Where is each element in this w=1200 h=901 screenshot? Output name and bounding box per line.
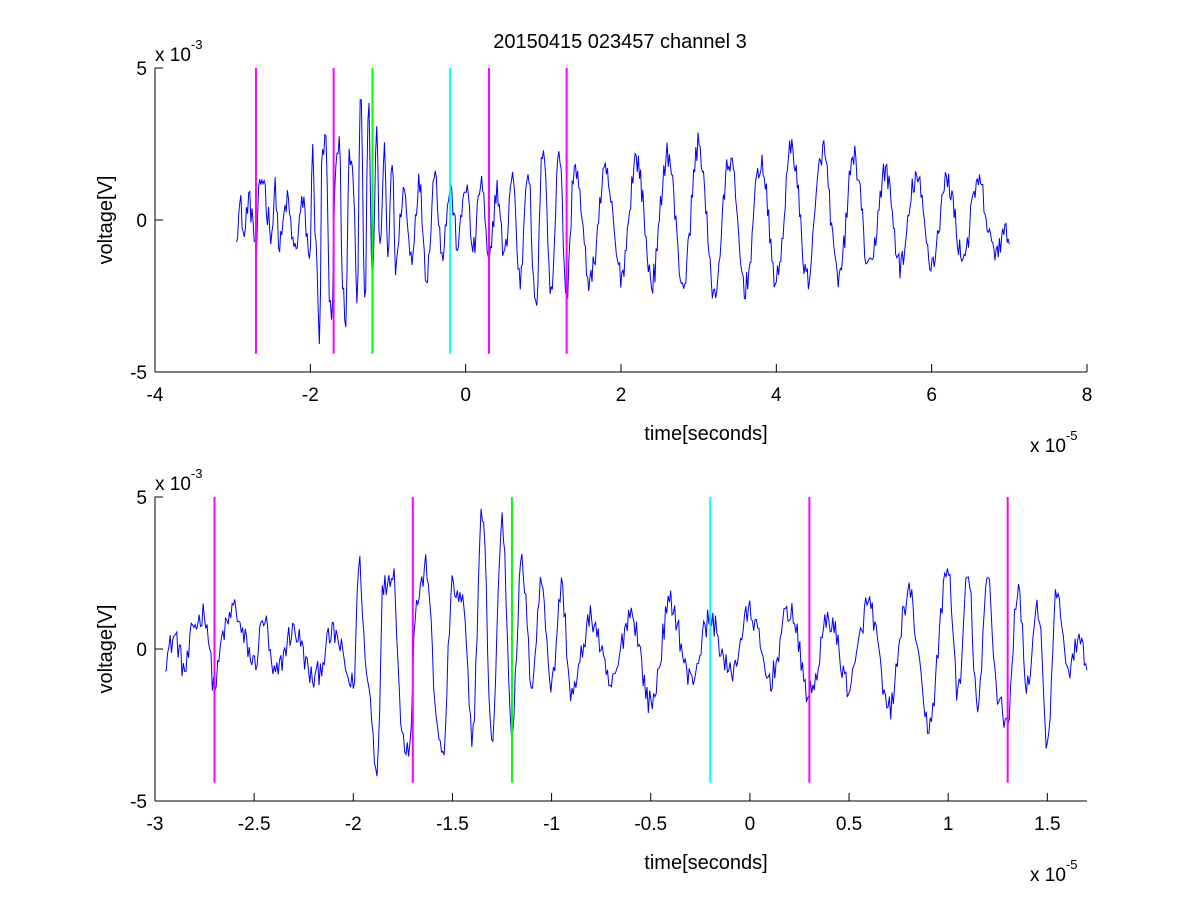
bottom-x-tick-label: -3 bbox=[147, 814, 164, 835]
top-x-tick-label: -2 bbox=[302, 385, 319, 406]
bottom-x-tick-label: -2.5 bbox=[238, 814, 271, 835]
bottom-x-tick-label: -1.5 bbox=[436, 814, 469, 835]
chart-title: 20150415 023457 channel 3 bbox=[493, 31, 747, 53]
bottom-x-tick-label: -2 bbox=[345, 814, 362, 835]
top-x-tick-label: -4 bbox=[147, 385, 164, 406]
bottom-y-tick-label: 5 bbox=[136, 488, 147, 509]
bottom-x-tick-label: -1 bbox=[543, 814, 560, 835]
top-x-tick-label: 4 bbox=[771, 385, 782, 406]
top-x-tick-label: 6 bbox=[926, 385, 937, 406]
top-x-axis-label: time[seconds] bbox=[644, 423, 767, 445]
top-x-multiplier-exponent: -5 bbox=[1066, 428, 1078, 443]
bottom-signal-line bbox=[164, 508, 1088, 777]
bottom-x-axis-label: time[seconds] bbox=[644, 852, 767, 874]
bottom-x-tick-label: -0.5 bbox=[634, 814, 667, 835]
top-y-tick-label: 0 bbox=[136, 211, 147, 232]
top-x-tick-label: 2 bbox=[616, 385, 627, 406]
bottom-y-axis-label: voltage[V] bbox=[95, 605, 117, 694]
top-y-tick-label: 5 bbox=[136, 59, 147, 80]
top-y-axis-label: voltage[V] bbox=[95, 176, 117, 265]
bottom-x-tick-label: 0.5 bbox=[836, 814, 862, 835]
top-x-tick-label: 0 bbox=[460, 385, 471, 406]
bottom-x-tick-label: 1 bbox=[943, 814, 954, 835]
bottom-y-tick-label: 0 bbox=[136, 640, 147, 661]
bottom-x-tick-label: 1.5 bbox=[1034, 814, 1060, 835]
bottom-y-multiplier-exponent: -3 bbox=[191, 466, 203, 481]
top-signal-line bbox=[236, 99, 1010, 345]
bottom-y-tick-label: -5 bbox=[130, 792, 147, 813]
bottom-x-multiplier-exponent: -5 bbox=[1066, 857, 1078, 872]
bottom-x-tick-label: 0 bbox=[745, 814, 756, 835]
top-y-multiplier-exponent: -3 bbox=[191, 37, 203, 52]
top-x-tick-label: 8 bbox=[1082, 385, 1093, 406]
top-y-tick-label: -5 bbox=[130, 363, 147, 384]
